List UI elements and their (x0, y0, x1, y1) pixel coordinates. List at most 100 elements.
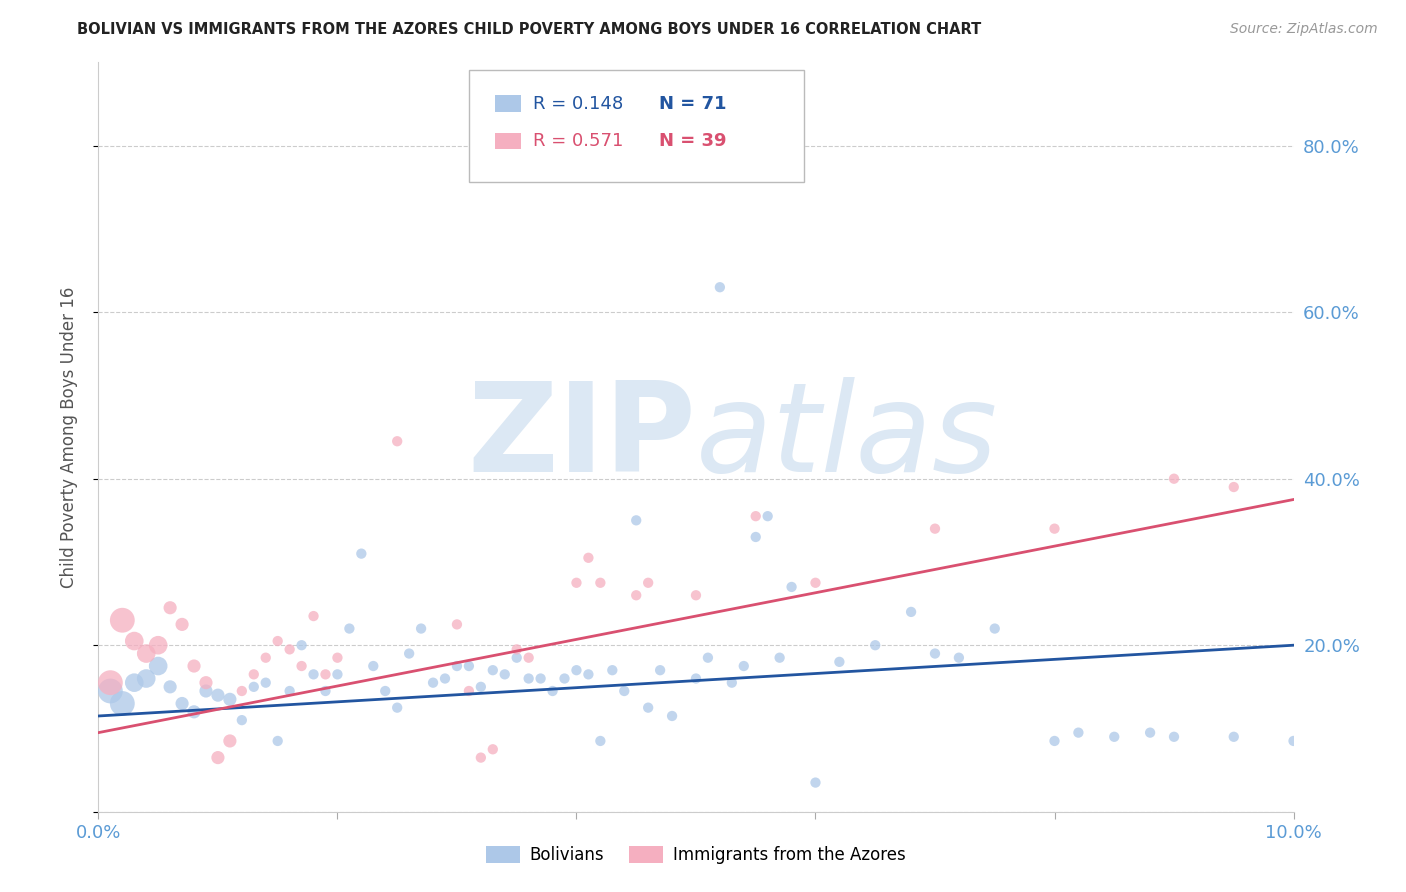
Point (506, 642, 529, 657)
Point (541, 684, 564, 698)
Point (482, 742, 505, 756)
Point (446, 659, 468, 673)
Point (769, 650, 792, 665)
Point (111, 697, 134, 711)
Point (243, 667, 266, 681)
Point (350, 547, 373, 561)
Text: atlas: atlas (696, 376, 998, 498)
Point (254, 650, 277, 665)
Point (291, 659, 314, 673)
FancyBboxPatch shape (495, 133, 522, 149)
Point (207, 750, 229, 764)
Point (517, 650, 540, 665)
Point (517, 672, 540, 686)
Point (780, 580, 803, 594)
Point (326, 667, 349, 681)
Point (1104, 730, 1126, 744)
Point (446, 617, 468, 632)
Point (745, 530, 768, 544)
Point (231, 684, 253, 698)
Point (554, 672, 576, 686)
Point (637, 575, 659, 590)
Point (398, 647, 420, 661)
Point (530, 672, 553, 686)
Point (828, 655, 851, 669)
Point (565, 575, 588, 590)
Point (148, 638, 170, 652)
Point (589, 734, 612, 748)
Point (494, 667, 516, 681)
Point (482, 663, 505, 677)
Point (172, 617, 194, 632)
Point (98, 684, 122, 698)
Point (506, 650, 529, 665)
FancyBboxPatch shape (470, 70, 804, 182)
Point (315, 684, 337, 698)
Point (374, 684, 396, 698)
Point (756, 509, 779, 524)
Point (626, 588, 648, 602)
Point (267, 734, 290, 748)
Point (278, 642, 301, 657)
Point (578, 550, 600, 565)
Y-axis label: Child Poverty Among Boys Under 16: Child Poverty Among Boys Under 16 (59, 286, 77, 588)
Point (111, 613, 134, 627)
Point (613, 684, 636, 698)
Point (434, 672, 457, 686)
Point (207, 688, 229, 702)
Point (804, 775, 827, 789)
Point (565, 663, 588, 677)
Point (422, 675, 444, 690)
Point (804, 575, 827, 590)
Point (1163, 730, 1185, 744)
Point (458, 684, 481, 698)
Point (1067, 725, 1090, 739)
Text: N = 39: N = 39 (659, 132, 727, 150)
Point (1043, 522, 1066, 536)
Text: R = 0.148: R = 0.148 (533, 95, 624, 112)
Point (1163, 472, 1185, 486)
Point (721, 675, 744, 690)
Point (159, 680, 181, 694)
Point (637, 700, 659, 714)
Point (363, 659, 385, 673)
Point (302, 667, 325, 681)
Point (231, 713, 253, 727)
Text: R = 0.571: R = 0.571 (533, 132, 624, 150)
Point (148, 659, 170, 673)
Point (385, 434, 409, 449)
Point (411, 622, 433, 636)
Point (183, 659, 205, 673)
Point (1043, 734, 1066, 748)
Point (195, 684, 218, 698)
Point (589, 575, 612, 590)
Legend: Bolivians, Immigrants from the Azores: Bolivians, Immigrants from the Azores (479, 839, 912, 871)
Point (172, 697, 194, 711)
Point (650, 663, 672, 677)
Point (243, 680, 266, 694)
Point (339, 622, 361, 636)
Point (984, 622, 1007, 636)
Point (924, 647, 946, 661)
Point (578, 667, 600, 681)
Point (709, 280, 731, 294)
Point (685, 588, 707, 602)
Text: N = 71: N = 71 (659, 95, 727, 112)
Text: BOLIVIAN VS IMMIGRANTS FROM THE AZORES CHILD POVERTY AMONG BOYS UNDER 16 CORRELA: BOLIVIAN VS IMMIGRANTS FROM THE AZORES C… (77, 22, 981, 37)
Text: Source: ZipAtlas.com: Source: ZipAtlas.com (1230, 22, 1378, 37)
Point (326, 650, 349, 665)
Point (733, 659, 755, 673)
Point (697, 650, 720, 665)
Point (685, 672, 707, 686)
Point (1223, 480, 1246, 494)
Point (219, 692, 242, 706)
Point (470, 680, 492, 694)
Point (195, 675, 218, 690)
Point (900, 605, 922, 619)
Point (124, 675, 146, 690)
Point (1282, 734, 1305, 748)
Point (924, 522, 946, 536)
Point (135, 672, 157, 686)
Point (948, 650, 970, 665)
Point (626, 513, 648, 527)
